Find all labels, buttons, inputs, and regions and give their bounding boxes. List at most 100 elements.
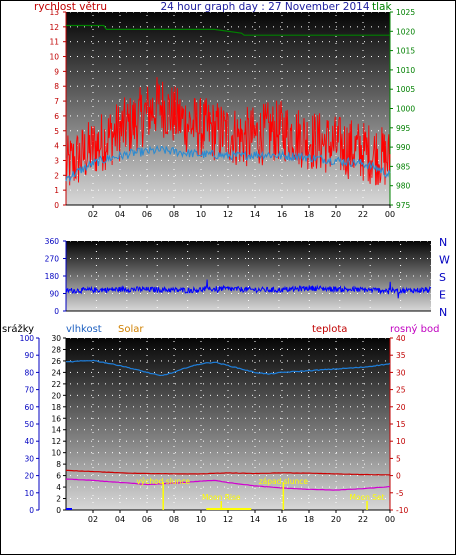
grid-dot (254, 43, 256, 44)
grid-dot (105, 394, 106, 396)
grid-dot (200, 411, 202, 412)
grid-dot (385, 115, 386, 117)
grid-dot (362, 432, 364, 433)
grid-dot (294, 258, 295, 259)
grid-dot (133, 394, 134, 396)
grid-dot (147, 486, 148, 488)
y-tick-label-temperature: 35 (396, 351, 406, 360)
grid-dot (91, 56, 92, 58)
grid-dot (281, 169, 283, 170)
x-tick-label: 14 (250, 515, 260, 524)
grid-dot (362, 425, 364, 426)
grid-dot (308, 251, 310, 252)
grid-dot (252, 275, 253, 277)
grid-dot (168, 189, 169, 191)
grid-dot (238, 70, 239, 72)
grid-dot (196, 394, 197, 396)
grid-dot (343, 371, 344, 373)
grid-dot (371, 145, 372, 147)
grid-dot (70, 417, 71, 419)
grid-dot (112, 429, 113, 431)
grid-dot (362, 190, 364, 191)
grid-dot (105, 383, 106, 385)
grid-dot (154, 475, 155, 477)
grid-dot (154, 85, 155, 87)
grid-dot (133, 145, 134, 147)
grid-dot (308, 189, 309, 191)
grid-dot (175, 11, 176, 13)
grid-dot (430, 265, 432, 266)
grid-dot (294, 130, 295, 132)
grid-dot (308, 244, 310, 245)
grid-dot (343, 337, 344, 339)
grid-dot (168, 475, 169, 477)
grid-dot (84, 417, 85, 419)
event-label: Moon Set (349, 493, 384, 502)
grid-dot (287, 383, 288, 385)
grid-dot (203, 11, 204, 13)
grid-dot (77, 486, 78, 488)
grid-dot (335, 120, 337, 121)
grid-dot (362, 439, 364, 440)
grid-dot (200, 341, 202, 342)
grid-dot (84, 100, 85, 102)
grid-dot (227, 50, 229, 51)
grid-dot (203, 383, 204, 385)
grid-dot (227, 481, 229, 482)
grid-dot (77, 56, 78, 58)
grid-dot (203, 360, 204, 362)
grid-dot (92, 99, 94, 100)
grid-dot (154, 360, 155, 362)
grid-dot (200, 92, 202, 93)
grid-dot (238, 348, 239, 350)
grid-dot (266, 463, 267, 465)
grid-dot (322, 56, 323, 58)
grid-dot (259, 429, 260, 431)
grid-dot (224, 174, 225, 176)
y-tick-label-humidity: 0 (56, 506, 61, 515)
grid-dot (112, 475, 113, 477)
grid-dot (92, 481, 94, 482)
grid-dot (287, 275, 288, 277)
grid-dot (343, 394, 344, 396)
grid-dot (156, 300, 158, 301)
grid-dot (281, 64, 283, 65)
grid-dot (175, 429, 176, 431)
grid-dot (252, 406, 253, 408)
grid-dot (126, 41, 127, 43)
grid-dot (217, 371, 218, 373)
grid-dot (245, 360, 246, 362)
grid-dot (259, 406, 260, 408)
grid-dot (259, 11, 260, 13)
grid-dot (362, 127, 364, 128)
grid-dot (200, 64, 202, 65)
grid-dot (238, 406, 239, 408)
y-tick-label-humidity: 30 (51, 334, 61, 343)
grid-dot (119, 189, 120, 191)
grid-dot (196, 159, 197, 161)
grid-dot (335, 113, 337, 114)
grid-dot (200, 376, 202, 377)
grid-dot (259, 41, 260, 43)
grid-dot (301, 189, 302, 191)
grid-dot (161, 394, 162, 396)
grid-dot (301, 440, 302, 442)
grid-dot (350, 70, 351, 72)
grid-dot (335, 162, 337, 163)
grid-dot (147, 293, 148, 294)
grid-dot (200, 383, 202, 384)
grid-dot (254, 397, 256, 398)
grid-dot (385, 440, 386, 442)
grid-dot (77, 429, 78, 431)
grid-dot (112, 258, 113, 259)
grid-dot (339, 307, 341, 308)
grid-dot (140, 486, 141, 488)
grid-dot (308, 240, 309, 242)
grid-dot (70, 130, 71, 132)
grid-dot (308, 275, 309, 277)
grid-dot (196, 293, 197, 294)
grid-dot (364, 417, 365, 419)
grid-dot (364, 11, 365, 13)
grid-dot (182, 41, 183, 43)
grid-dot (329, 383, 330, 385)
